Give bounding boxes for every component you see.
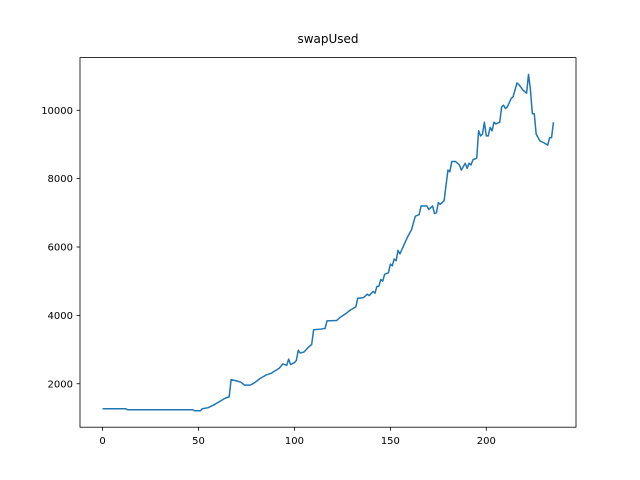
chart-title: swapUsed xyxy=(297,32,358,46)
y-tick-label: 8000 xyxy=(48,174,73,185)
x-tick-label: 150 xyxy=(381,436,400,447)
x-tick-label: 0 xyxy=(99,436,105,447)
y-tick-label: 2000 xyxy=(48,379,73,390)
x-tick-label: 50 xyxy=(192,436,205,447)
y-tick-label: 10000 xyxy=(41,106,73,117)
y-tick-label: 6000 xyxy=(48,243,73,254)
data-line xyxy=(102,73,555,412)
x-tick-label: 200 xyxy=(477,436,496,447)
x-tick-label: 100 xyxy=(285,436,304,447)
y-tick-label: 4000 xyxy=(48,311,73,322)
plot-frame xyxy=(79,57,577,428)
